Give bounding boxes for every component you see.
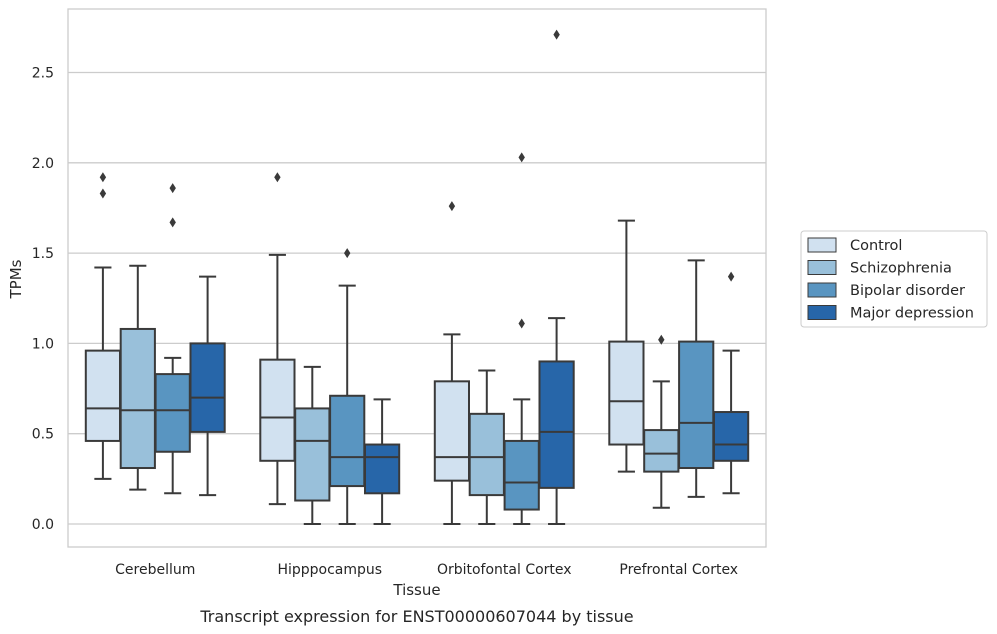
x-tick-label: Prefrontal Cortex [619, 562, 738, 578]
iqr-box [84, 349, 122, 442]
y-tick-label: 1.5 [32, 246, 54, 262]
iqr-box [329, 394, 366, 488]
outlier-point [99, 172, 107, 183]
legend-frame [800, 230, 988, 328]
iqr-box [119, 327, 156, 470]
y-axis-label: TPMs [7, 259, 25, 299]
outlier-point [727, 271, 735, 282]
outlier-point [169, 217, 176, 228]
box-bipolar-disorder [503, 152, 540, 525]
box-major-depression [538, 29, 575, 525]
iqr-box [154, 373, 191, 453]
box-bipolar-disorder [329, 248, 366, 525]
iqr-box [503, 439, 540, 511]
outlier-point [169, 183, 176, 194]
legend-label: Major depression [850, 306, 974, 322]
outlier-point [344, 248, 351, 259]
legend-swatch [807, 305, 837, 320]
iqr-box [712, 411, 750, 462]
chart-caption: Transcript expression for ENST0000060704… [199, 607, 633, 626]
legend-label: Schizophrenia [850, 261, 952, 277]
y-tick-label: 1.0 [32, 336, 54, 352]
legend-swatch [807, 237, 837, 253]
y-tick-label: 0.5 [32, 427, 54, 443]
legend-swatch [807, 282, 837, 298]
iqr-box [363, 443, 401, 495]
box-control [84, 172, 122, 480]
x-tick-labels: Cerebellum Hipppocampus Orbitofontal Corte… [115, 562, 738, 578]
y-tick-label: 2.5 [32, 66, 54, 82]
y-tick-labels: 0.0 0.5 1.0 1.5 2.0 2.5 [32, 66, 54, 534]
box-groups [84, 29, 750, 525]
iqr-box [294, 407, 331, 502]
box-schizophrenia [294, 365, 331, 525]
outlier-point [518, 318, 525, 329]
outlier-point [553, 29, 560, 40]
box-major-depression [712, 271, 750, 495]
iqr-box [468, 412, 505, 497]
legend-label: Bipolar disorder [850, 283, 965, 299]
box-major-depression [189, 275, 226, 497]
box-bipolar-disorder [678, 259, 715, 498]
outlier-point [518, 152, 525, 163]
iqr-box [259, 358, 296, 462]
iqr-box [608, 340, 645, 446]
x-tick-label: Hipppocampus [277, 562, 382, 578]
y-tick-label: 2.0 [32, 156, 54, 172]
box-control [259, 172, 296, 506]
box-control [608, 219, 645, 473]
legend-swatch [807, 260, 837, 275]
iqr-box [433, 380, 471, 482]
box-schizophrenia [643, 334, 680, 509]
iqr-box [189, 342, 226, 433]
x-axis-label: Tissue [392, 581, 440, 599]
iqr-box [643, 429, 680, 473]
iqr-box [678, 340, 715, 470]
legend-label: Control [850, 238, 902, 254]
legend-items: Control Schizophrenia Bipolar disorder Majo… [807, 237, 974, 322]
x-tick-label: Orbitofontal Cortex [437, 562, 572, 578]
legend: Control Schizophrenia Bipolar disorder Majo… [800, 230, 988, 328]
outlier-point [99, 188, 107, 199]
x-tick-label: Cerebellum [115, 562, 195, 578]
y-tick-label: 0.0 [32, 517, 54, 533]
box-major-depression [363, 398, 401, 525]
outlier-point [448, 201, 456, 212]
iqr-box [538, 360, 575, 489]
box-control [433, 201, 471, 525]
plot-area-border [67, 8, 767, 548]
outlier-point [274, 172, 281, 183]
box-schizophrenia [119, 264, 156, 491]
outlier-point [658, 334, 665, 345]
